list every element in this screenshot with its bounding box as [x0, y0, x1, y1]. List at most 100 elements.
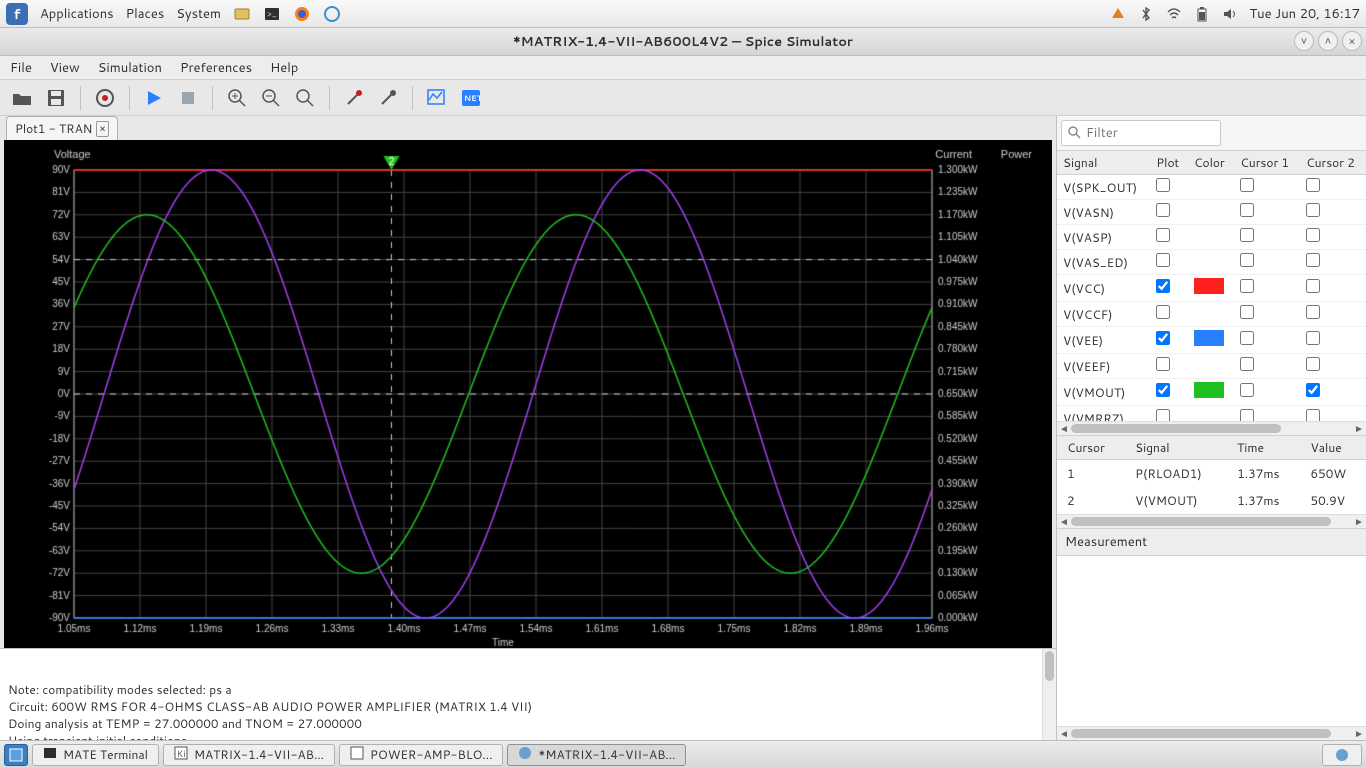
- clock[interactable]: Tue Jun 20, 16:17: [1249, 5, 1360, 23]
- open-button[interactable]: [8, 84, 36, 112]
- menu-preferences[interactable]: Preferences: [180, 59, 252, 77]
- firefox-icon[interactable]: [293, 5, 311, 23]
- cursors-header[interactable]: Cursor: [1057, 436, 1125, 460]
- signal-plot-checkbox[interactable]: [1156, 409, 1170, 421]
- taskbar-item[interactable]: MATE Terminal: [32, 744, 159, 766]
- files-icon[interactable]: [233, 5, 251, 23]
- signal-cursor2-checkbox[interactable]: [1306, 357, 1320, 371]
- signal-plot-checkbox[interactable]: [1156, 253, 1170, 267]
- signal-cursor2-checkbox[interactable]: [1306, 253, 1320, 267]
- signal-cursor2-checkbox[interactable]: [1306, 279, 1320, 293]
- minimize-button[interactable]: ˅: [1294, 31, 1314, 51]
- plot-tab[interactable]: Plot1 - TRAN ×: [6, 116, 118, 140]
- measurement-hscrollbar[interactable]: ◄ ►: [1057, 726, 1366, 740]
- probe-voltage-button[interactable]: [340, 84, 368, 112]
- signal-cursor2-checkbox[interactable]: [1306, 383, 1320, 397]
- signal-cursor1-checkbox[interactable]: [1240, 383, 1254, 397]
- signals-header[interactable]: Signal: [1057, 151, 1150, 175]
- show-desktop-button[interactable]: [4, 744, 28, 766]
- cursors-header[interactable]: Value: [1301, 436, 1366, 460]
- netlist-button[interactable]: NET: [457, 84, 485, 112]
- terminal-icon[interactable]: >_: [263, 5, 281, 23]
- signal-plot-checkbox[interactable]: [1156, 279, 1170, 293]
- signal-cursor2-checkbox[interactable]: [1306, 331, 1320, 345]
- signal-cursor2-checkbox[interactable]: [1306, 178, 1320, 192]
- signal-cursor2-checkbox[interactable]: [1306, 305, 1320, 319]
- app-icon[interactable]: [323, 5, 341, 23]
- maximize-button[interactable]: ˄: [1318, 31, 1338, 51]
- plot-settings-button[interactable]: [423, 84, 451, 112]
- signal-plot-checkbox[interactable]: [1156, 331, 1170, 345]
- signals-header[interactable]: Cursor 1: [1234, 151, 1300, 175]
- menu-view[interactable]: View: [50, 59, 80, 77]
- signal-row[interactable]: V(VAS_ED): [1057, 250, 1366, 275]
- signals-hscrollbar[interactable]: ◄ ►: [1057, 421, 1366, 435]
- signal-row[interactable]: V(VCCF): [1057, 302, 1366, 327]
- cursors-header[interactable]: Time: [1227, 436, 1300, 460]
- fedora-logo-icon[interactable]: f: [6, 3, 28, 25]
- signal-cursor1-checkbox[interactable]: [1240, 203, 1254, 217]
- taskbar-item[interactable]: KiMATRIX-1.4-VII-AB...: [163, 744, 335, 766]
- signal-cursor1-checkbox[interactable]: [1240, 228, 1254, 242]
- signal-row[interactable]: V(VMOUT): [1057, 379, 1366, 406]
- signal-row[interactable]: V(VEE): [1057, 327, 1366, 354]
- settings-button[interactable]: [91, 84, 119, 112]
- cursors-table[interactable]: CursorSignalTimeValue 1P(RLOAD1)1.37ms65…: [1057, 435, 1366, 514]
- simulation-log[interactable]: Note: compatibility modes selected: ps a…: [0, 648, 1056, 740]
- signal-color-swatch[interactable]: [1194, 382, 1224, 398]
- signal-plot-checkbox[interactable]: [1156, 305, 1170, 319]
- signal-cursor1-checkbox[interactable]: [1240, 279, 1254, 293]
- signal-plot-checkbox[interactable]: [1156, 178, 1170, 192]
- signal-plot-checkbox[interactable]: [1156, 357, 1170, 371]
- cursor-row[interactable]: 2V(VMOUT)1.37ms50.9V: [1057, 487, 1366, 514]
- signal-plot-checkbox[interactable]: [1156, 228, 1170, 242]
- signal-row[interactable]: V(VEEF): [1057, 354, 1366, 379]
- menu-simulation[interactable]: Simulation: [98, 59, 162, 77]
- zoom-in-button[interactable]: [223, 84, 251, 112]
- signal-plot-checkbox[interactable]: [1156, 203, 1170, 217]
- signal-cursor1-checkbox[interactable]: [1240, 331, 1254, 345]
- signal-cursor1-checkbox[interactable]: [1240, 305, 1254, 319]
- signals-table[interactable]: SignalPlotColorCursor 1Cursor 2 V(SPK_OU…: [1057, 151, 1366, 421]
- menu-file[interactable]: File: [10, 59, 32, 77]
- bluetooth-icon[interactable]: [1137, 5, 1155, 23]
- signal-row[interactable]: V(VASP): [1057, 225, 1366, 250]
- signal-color-swatch[interactable]: [1194, 278, 1224, 294]
- signal-row[interactable]: V(VMRRZ): [1057, 406, 1366, 422]
- volume-icon[interactable]: [1221, 5, 1239, 23]
- close-button[interactable]: ×: [1342, 31, 1362, 51]
- signal-row[interactable]: V(VASN): [1057, 200, 1366, 225]
- signal-cursor2-checkbox[interactable]: [1306, 203, 1320, 217]
- taskbar-item[interactable]: *MATRIX-1.4-VII-AB...: [507, 744, 686, 766]
- update-icon[interactable]: [1109, 5, 1127, 23]
- battery-icon[interactable]: [1193, 5, 1211, 23]
- signal-color-swatch[interactable]: [1194, 330, 1224, 346]
- signals-header[interactable]: Cursor 2: [1300, 151, 1366, 175]
- log-scrollbar[interactable]: [1042, 649, 1056, 740]
- system-menu-applications[interactable]: Applications: [40, 5, 114, 23]
- filter-input[interactable]: [1061, 120, 1221, 146]
- signal-cursor2-checkbox[interactable]: [1306, 228, 1320, 242]
- signal-row[interactable]: V(SPK_OUT): [1057, 175, 1366, 200]
- cursor-row[interactable]: 1P(RLOAD1)1.37ms650W: [1057, 460, 1366, 488]
- save-button[interactable]: [42, 84, 70, 112]
- signals-header[interactable]: Color: [1188, 151, 1234, 175]
- signals-header[interactable]: Plot: [1150, 151, 1188, 175]
- cursors-hscrollbar[interactable]: ◄ ►: [1057, 514, 1366, 528]
- signal-plot-checkbox[interactable]: [1156, 383, 1170, 397]
- signal-cursor1-checkbox[interactable]: [1240, 178, 1254, 192]
- taskbar-item[interactable]: POWER-AMP-BLO...: [339, 744, 503, 766]
- cursors-header[interactable]: Signal: [1125, 436, 1227, 460]
- signal-row[interactable]: V(VCC): [1057, 275, 1366, 302]
- system-menu-places[interactable]: Places: [126, 5, 165, 23]
- signal-cursor1-checkbox[interactable]: [1240, 253, 1254, 267]
- stop-button[interactable]: [174, 84, 202, 112]
- run-button[interactable]: [140, 84, 168, 112]
- plot-area[interactable]: [4, 140, 1052, 648]
- signal-cursor2-checkbox[interactable]: [1306, 409, 1320, 421]
- system-menu-system[interactable]: System: [176, 5, 221, 23]
- workspace-switcher[interactable]: [1322, 744, 1362, 766]
- signal-cursor1-checkbox[interactable]: [1240, 409, 1254, 421]
- zoom-out-button[interactable]: [257, 84, 285, 112]
- wifi-icon[interactable]: [1165, 5, 1183, 23]
